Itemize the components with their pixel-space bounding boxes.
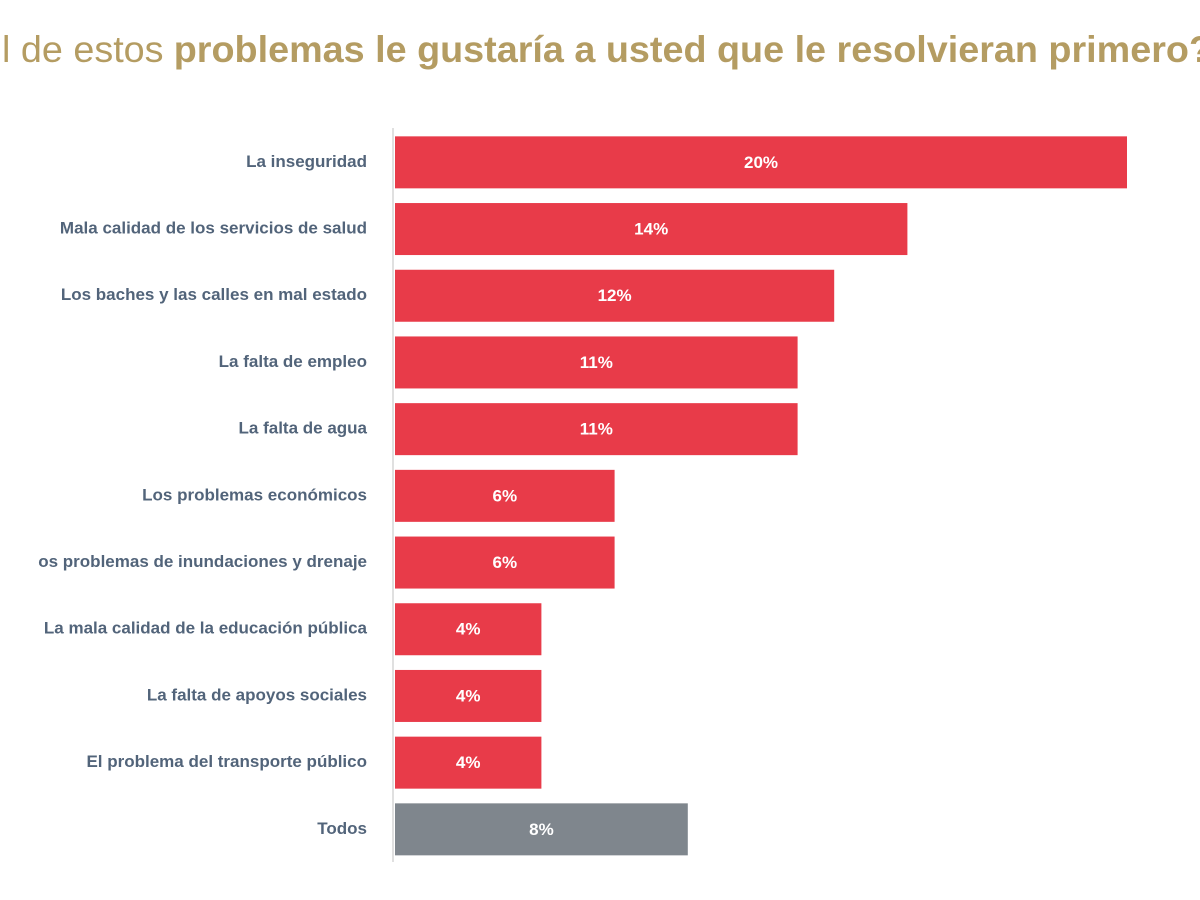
bar bbox=[395, 403, 798, 456]
chart-title: l de estos problemas le gustaría a usted … bbox=[2, 29, 1200, 70]
bar bbox=[395, 136, 1127, 189]
category-label: Los baches y las calles en mal estado bbox=[61, 285, 367, 304]
value-label: 4% bbox=[456, 753, 481, 772]
title-part: problemas le gustaría a usted que le res… bbox=[174, 29, 1200, 70]
value-label: 14% bbox=[634, 220, 668, 239]
title-part: l de estos bbox=[2, 29, 164, 70]
category-label: os problemas de inundaciones y drenaje bbox=[38, 552, 367, 571]
value-label: 4% bbox=[456, 620, 481, 639]
category-label: Todos bbox=[317, 819, 367, 838]
value-label: 11% bbox=[580, 353, 613, 372]
bar bbox=[395, 269, 835, 322]
bar bbox=[395, 336, 798, 389]
value-label: 12% bbox=[598, 286, 632, 305]
bar bbox=[395, 203, 908, 256]
category-label: La mala calidad de la educación pública bbox=[44, 619, 368, 638]
category-label: El problema del transporte público bbox=[86, 752, 367, 771]
bar bbox=[395, 469, 615, 522]
category-label: Los problemas económicos bbox=[142, 485, 367, 504]
value-label: 4% bbox=[456, 686, 481, 705]
bar bbox=[395, 803, 688, 856]
category-label: Mala calidad de los servicios de salud bbox=[60, 219, 367, 238]
value-label: 6% bbox=[493, 553, 518, 572]
category-label: La inseguridad bbox=[246, 152, 367, 171]
category-label: La falta de apoyos sociales bbox=[147, 685, 367, 704]
category-label: La falta de empleo bbox=[219, 352, 367, 371]
value-label: 6% bbox=[493, 486, 518, 505]
value-label: 11% bbox=[580, 420, 613, 439]
value-label: 8% bbox=[529, 820, 554, 839]
category-label: La falta de agua bbox=[239, 419, 368, 438]
bar bbox=[395, 536, 615, 589]
value-label: 20% bbox=[744, 153, 778, 172]
bar bbox=[395, 669, 542, 722]
bar bbox=[395, 603, 542, 656]
bar bbox=[395, 736, 542, 789]
